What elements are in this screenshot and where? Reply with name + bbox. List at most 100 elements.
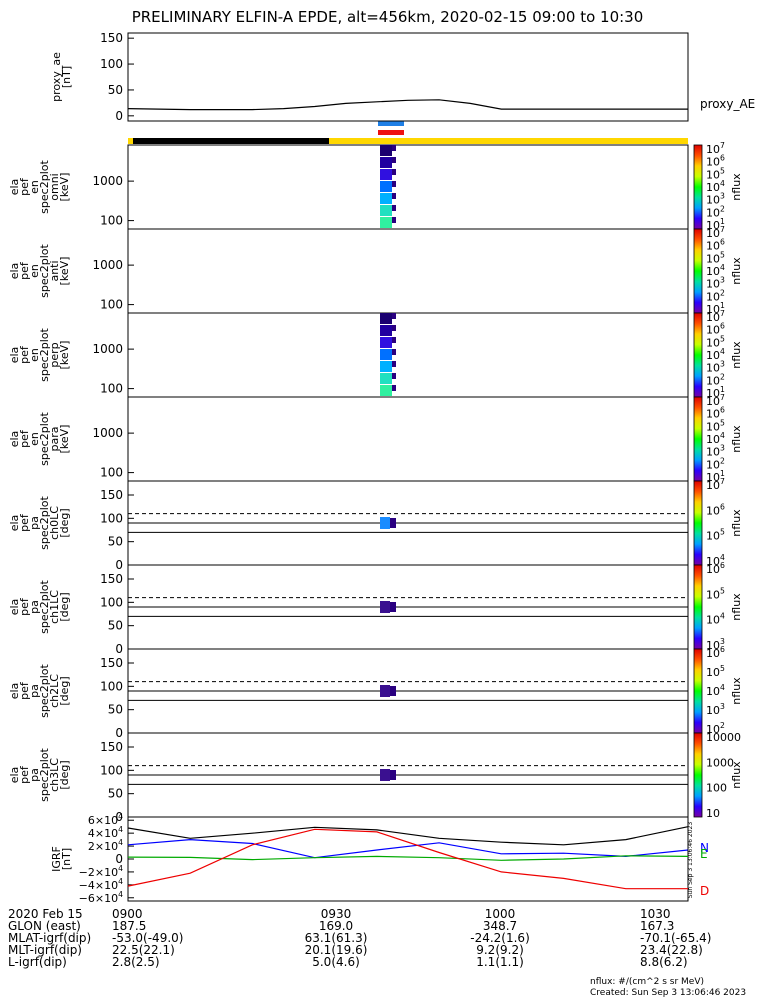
colorbar-tick-label: 107 (706, 477, 725, 492)
colorbar-label: nflux (730, 509, 743, 537)
y-axis-label-line: pa (28, 684, 41, 698)
orbit-row-value: 1030 (640, 907, 671, 921)
colorbar-label: nflux (730, 257, 743, 285)
orbit-row-label: L-igrf(dip) (8, 955, 67, 969)
orbit-row-value: 5.0(4.6) (312, 955, 360, 969)
y-axis-label-line: ela (8, 683, 21, 700)
y-axis-label-line: pef (18, 261, 31, 280)
colorbar-label: nflux (730, 425, 743, 453)
colorbar-label: nflux (730, 677, 743, 705)
y-tick-label: 2×104 (88, 838, 123, 853)
orbit-row-value: 348.7 (482, 919, 518, 933)
spectrogram-block (390, 518, 396, 528)
colorbar-tick-label: 101 (706, 217, 725, 232)
spectrogram-block (392, 181, 396, 187)
spectrogram-block (392, 325, 396, 331)
y-axis-label-line: ela (8, 599, 21, 616)
colorbar-tick-label: 106 (706, 154, 725, 169)
orbit-row-label: 2020 Feb 15 (8, 907, 83, 921)
y-axis-label-line: omni (48, 173, 61, 200)
colorbar-tick-label: 106 (706, 502, 725, 517)
colorbar-tick-label: 104 (706, 263, 725, 278)
y-axis-label-line: ela (8, 431, 21, 448)
y-tick-label: 0 (115, 642, 123, 656)
y-axis-label-line: [keV] (58, 341, 71, 370)
orbit-row-value: -24.2(1.6) (470, 931, 530, 945)
series-line-total (127, 826, 689, 846)
panel-frame (127, 228, 689, 314)
y-tick-label: 1000 (92, 426, 123, 440)
y-tick-label: 150 (100, 740, 123, 754)
y-tick-label: 50 (108, 703, 123, 717)
spectrogram-block (392, 205, 396, 211)
series-line-D (127, 828, 688, 890)
y-tick-label: 100 (100, 595, 123, 609)
colorbar-tick-label: 103 (706, 702, 725, 717)
colorbar-tick-label: 106 (706, 238, 725, 253)
y-axis-label-line: perp (48, 342, 61, 367)
orbit-row-value: 20.1(19.6) (304, 943, 368, 957)
y-tick-label: 150 (100, 656, 123, 670)
colorbar-tick-label: 107 (706, 393, 725, 408)
y-tick-label: 0 (115, 726, 123, 740)
y-axis-label-line: pa (28, 516, 41, 530)
y-axis-label-line: ch0LC (48, 506, 61, 540)
colorbar-tick-label: 106 (706, 406, 725, 421)
y-tick-label: 6×104 (88, 812, 123, 827)
y-axis-label-line: ela (8, 347, 21, 364)
spectrogram-block (380, 769, 390, 781)
colorbar-tick-label: 10 (706, 807, 720, 820)
y-tick-label: 100 (100, 679, 123, 693)
panel-frame (127, 144, 689, 230)
colorbar-tick-label: 101 (706, 385, 725, 400)
colorbar-tick-label: 106 (706, 561, 725, 576)
colorbar-tick-label: 105 (706, 664, 725, 679)
colorbar (693, 732, 703, 818)
colorbar-label: nflux (730, 761, 743, 789)
panel-proxy_ae: proxy_ae[nT] 150 100 50 0 proxy_AE (50, 31, 755, 123)
y-axis-label-line: proxy_ae (50, 52, 63, 102)
y-axis-label-line: [keV] (58, 173, 71, 202)
science-zone-marker-blue (378, 121, 404, 126)
y-axis-label-line: pef (18, 597, 31, 616)
y-tick-label: 150 (100, 31, 123, 45)
colorbar-tick-label: 102 (706, 456, 725, 471)
y-tick-label: 50 (108, 787, 123, 801)
orbit-row-value: 23.4(22.8) (640, 943, 703, 957)
colorbar (693, 480, 703, 566)
y-axis-label-line: spec2plot (38, 664, 51, 718)
orbit-row-value: 169.0 (318, 919, 354, 933)
spectrogram-block (380, 337, 392, 348)
spectrogram-block (380, 349, 392, 360)
spectrogram-block (392, 193, 396, 199)
colorbar-tick-label: 105 (706, 418, 725, 433)
y-tick-label: 0 (115, 109, 123, 123)
spectrogram-block (392, 313, 396, 319)
colorbar-tick-label: 102 (706, 288, 725, 303)
y-axis-label-line: anti (48, 260, 61, 281)
spectrogram-block (380, 157, 392, 168)
orbit-status-bar (128, 138, 688, 144)
y-axis-label-line: en (28, 180, 41, 194)
orbit-shadow-bar (133, 138, 329, 144)
footer-units: nflux: #/(cm^2 s sr MeV) (590, 977, 704, 987)
y-tick-label: 4×104 (88, 825, 123, 840)
spectrogram-block (392, 217, 396, 223)
y-axis-label-line: pef (18, 429, 31, 448)
colorbar-tick-label: 107 (706, 309, 725, 324)
orbit-row-value: 63.1(61.3) (304, 931, 368, 945)
orbit-row-value: 1.1(1.1) (476, 955, 524, 969)
y-tick-label: 0 (115, 852, 123, 866)
y-tick-label: 1000 (92, 174, 123, 188)
colorbar (693, 228, 703, 314)
spectrogram-block (380, 385, 392, 396)
series-line-proxy_AE (127, 99, 688, 111)
colorbar-tick-label: 102 (706, 204, 725, 219)
colorbar-tick-label: 103 (706, 276, 725, 291)
colorbar (693, 564, 703, 650)
spectrogram-block (392, 361, 396, 367)
spectrogram-block (380, 193, 392, 204)
colorbar-tick-label: 105 (706, 586, 725, 601)
colorbar-tick-label: 103 (706, 192, 725, 207)
